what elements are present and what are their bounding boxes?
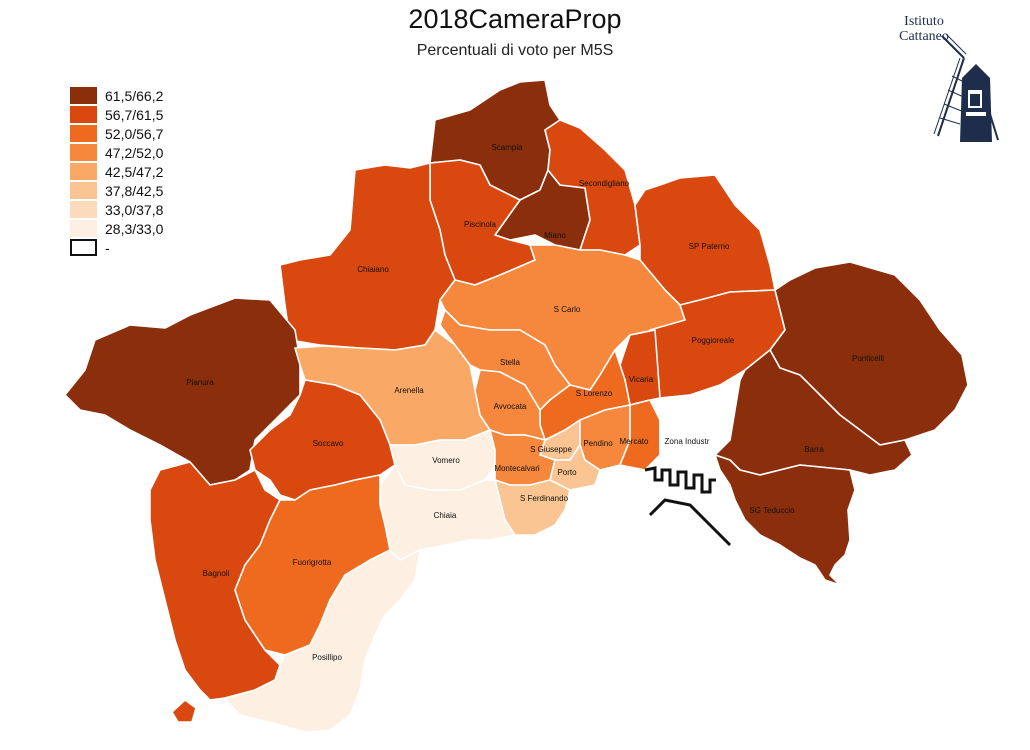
legend-swatch (70, 220, 97, 237)
label-s-carlo: S Carlo (554, 305, 581, 314)
district-sg-teduccio[interactable] (714, 454, 856, 586)
label-sp-paterno: SP Paterno (689, 242, 730, 251)
label-pendino: Pendino (583, 439, 613, 448)
label-avvocata: Avvocata (494, 402, 527, 411)
district-labels: Scampia Miano Secondigliano Piscinola Ch… (186, 143, 884, 662)
map-subtitle: Percentuali di voto per M5S (416, 42, 614, 59)
label-pianura: Pianura (186, 378, 214, 387)
district-bagnoli[interactable] (149, 461, 281, 701)
legend-item: 42,5/47,2 (70, 162, 163, 181)
istituto-cattaneo-logo: Istituto Cattaneo (880, 14, 1000, 149)
legend-label: 56,7/61,5 (105, 106, 164, 123)
legend-swatch (70, 87, 97, 104)
label-fuorigrotta: Fuorigrotta (293, 558, 332, 567)
logo-line-2: Cattaneo (899, 29, 949, 44)
legend-label: 28,3/33,0 (105, 220, 164, 237)
label-soccavo: Soccavo (313, 439, 344, 448)
label-stella: Stella (500, 358, 521, 367)
legend-swatch (70, 182, 97, 199)
legend-swatch (70, 239, 97, 256)
legend-item: 47,2/52,0 (70, 143, 163, 162)
port-docks (644, 466, 732, 547)
label-ponticelli: Ponticelli (852, 354, 884, 363)
district-mercato[interactable] (619, 399, 661, 471)
legend-label: 52,0/56,7 (105, 125, 164, 142)
breakwater (648, 498, 732, 547)
legend: 61,5/66,2 56,7/61,5 52,0/56,7 47,2/52,0 … (70, 86, 163, 257)
district-chiaiano[interactable] (279, 162, 456, 351)
district-bagnoli-islet (171, 699, 197, 723)
legend-label: 37,8/42,5 (105, 182, 164, 199)
label-piscinola: Piscinola (464, 220, 497, 229)
legend-item: - (70, 238, 163, 257)
legend-swatch (70, 163, 97, 180)
legend-item: 56,7/61,5 (70, 105, 163, 124)
logo-line-1: Istituto (904, 14, 944, 29)
label-montecalvario: Montecalvari (494, 464, 540, 473)
legend-item: 28,3/33,0 (70, 219, 163, 238)
label-vicaria: Vicaria (629, 375, 654, 384)
district-pianura[interactable] (64, 297, 301, 486)
legend-label: 47,2/52,0 (105, 144, 164, 161)
legend-item: 52,0/56,7 (70, 124, 163, 143)
label-miano: Miano (544, 231, 566, 240)
legend-label: 42,5/47,2 (105, 163, 164, 180)
legend-swatch (70, 106, 97, 123)
label-porto: Porto (557, 468, 577, 477)
label-posillipo: Posillipo (312, 653, 342, 662)
legend-label: - (105, 239, 110, 256)
districts-layer (64, 79, 969, 733)
logo-text: Istituto Cattaneo (880, 14, 968, 44)
legend-item: 61,5/66,2 (70, 86, 163, 105)
legend-item: 37,8/42,5 (70, 181, 163, 200)
label-scampia: Scampia (491, 143, 523, 152)
map-title: 2018CameraProp (408, 4, 622, 34)
label-s-lorenzo: S Lorenzo (576, 389, 613, 398)
label-chiaia: Chiaia (434, 511, 457, 520)
legend-label: 33,0/37,8 (105, 201, 164, 218)
district-posillipo[interactable] (224, 549, 421, 733)
legend-label: 61,5/66,2 (105, 87, 164, 104)
label-barra: Barra (804, 445, 824, 454)
label-poggioreale: Poggioreale (692, 336, 735, 345)
label-s-giuseppe: S Giuseppe (530, 445, 572, 454)
legend-swatch (70, 144, 97, 161)
label-s-ferdinando: S Ferdinando (520, 494, 569, 503)
label-sg-teduccio: SG Teduccio (749, 506, 795, 515)
windmill-icon (933, 33, 999, 142)
legend-item: 33,0/37,8 (70, 200, 163, 219)
label-mercato: Mercato (620, 437, 649, 446)
port-pier-outline (644, 466, 716, 494)
district-avvocata[interactable] (474, 369, 546, 441)
label-zona-industriale: Zona Industr (665, 437, 710, 446)
legend-swatch (70, 125, 97, 142)
label-secondigliano: Secondigliano (579, 179, 630, 188)
label-arenella: Arenella (394, 386, 424, 395)
legend-swatch (70, 201, 97, 218)
label-bagnoli: Bagnoli (203, 569, 230, 578)
label-vomero: Vomero (432, 456, 460, 465)
label-chiaiano: Chiaiano (357, 265, 389, 274)
